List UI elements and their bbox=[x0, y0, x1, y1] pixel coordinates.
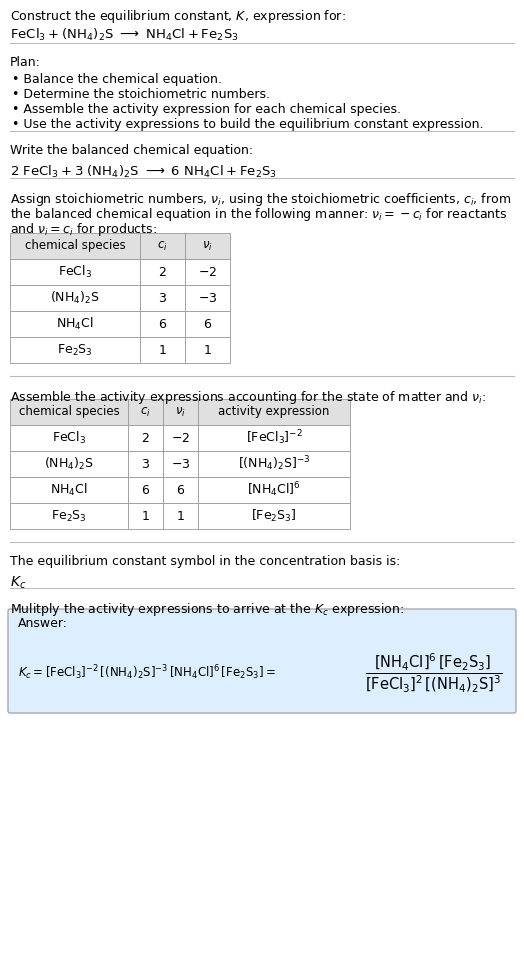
Text: 6: 6 bbox=[203, 317, 212, 331]
Bar bbox=[140, 259, 185, 285]
Text: $\mathrm{FeCl_3}$: $\mathrm{FeCl_3}$ bbox=[58, 264, 92, 280]
Text: $c_i$: $c_i$ bbox=[157, 240, 168, 252]
Bar bbox=[10, 233, 140, 259]
Bar bbox=[198, 399, 350, 425]
Bar bbox=[10, 503, 128, 529]
Text: 3: 3 bbox=[141, 457, 149, 471]
Text: $\mathrm{2\ FeCl_3 + 3\ (NH_4)_2S\ \longrightarrow\ 6\ NH_4Cl + Fe_2S_3}$: $\mathrm{2\ FeCl_3 + 3\ (NH_4)_2S\ \long… bbox=[10, 164, 277, 180]
Bar bbox=[163, 451, 198, 477]
Text: $\mathrm{NH_4Cl}$: $\mathrm{NH_4Cl}$ bbox=[50, 482, 88, 498]
Bar bbox=[140, 233, 185, 259]
Bar bbox=[128, 477, 163, 503]
Text: and $\nu_i = c_i$ for products:: and $\nu_i = c_i$ for products: bbox=[10, 221, 157, 238]
Text: $\nu_i$: $\nu_i$ bbox=[202, 240, 213, 252]
Bar bbox=[10, 399, 128, 425]
Text: $\mathrm{NH_4Cl}$: $\mathrm{NH_4Cl}$ bbox=[56, 316, 94, 332]
Bar bbox=[198, 503, 350, 529]
Text: $\mathrm{(NH_4)_2S}$: $\mathrm{(NH_4)_2S}$ bbox=[44, 456, 94, 472]
Text: Assemble the activity expressions accounting for the state of matter and $\nu_i$: Assemble the activity expressions accoun… bbox=[10, 389, 486, 406]
Text: 1: 1 bbox=[203, 343, 212, 357]
FancyBboxPatch shape bbox=[8, 609, 516, 713]
Text: 3: 3 bbox=[159, 292, 167, 305]
Text: $\mathrm{Fe_2S_3}$: $\mathrm{Fe_2S_3}$ bbox=[57, 342, 93, 358]
Bar bbox=[10, 311, 140, 337]
Text: $[\mathrm{FeCl_3}]^{-2}$: $[\mathrm{FeCl_3}]^{-2}$ bbox=[246, 429, 302, 447]
Bar bbox=[198, 477, 350, 503]
Bar bbox=[128, 425, 163, 451]
Bar bbox=[10, 477, 128, 503]
Text: The equilibrium constant symbol in the concentration basis is:: The equilibrium constant symbol in the c… bbox=[10, 555, 400, 568]
Text: Mulitply the activity expressions to arrive at the $K_c$ expression:: Mulitply the activity expressions to arr… bbox=[10, 601, 405, 618]
Text: chemical species: chemical species bbox=[19, 406, 119, 418]
Text: $[\mathrm{Fe_2S_3}]$: $[\mathrm{Fe_2S_3}]$ bbox=[251, 508, 297, 524]
Text: Assign stoichiometric numbers, $\nu_i$, using the stoichiometric coefficients, $: Assign stoichiometric numbers, $\nu_i$, … bbox=[10, 191, 511, 208]
Bar bbox=[185, 337, 230, 363]
Text: Answer:: Answer: bbox=[18, 617, 68, 630]
Text: Construct the equilibrium constant, $K$, expression for:: Construct the equilibrium constant, $K$,… bbox=[10, 8, 346, 25]
Text: the balanced chemical equation in the following manner: $\nu_i = -c_i$ for react: the balanced chemical equation in the fo… bbox=[10, 206, 507, 223]
Bar bbox=[185, 311, 230, 337]
Text: 6: 6 bbox=[159, 317, 167, 331]
Text: $K_c = [\mathrm{FeCl_3}]^{-2}\,[(\mathrm{NH_4})_2\mathrm{S}]^{-3}\,[\mathrm{NH_4: $K_c = [\mathrm{FeCl_3}]^{-2}\,[(\mathrm… bbox=[18, 664, 276, 683]
Text: $-3$: $-3$ bbox=[171, 457, 190, 471]
Text: $-3$: $-3$ bbox=[198, 292, 217, 305]
Text: 2: 2 bbox=[159, 266, 167, 278]
Text: $\mathrm{FeCl_3 + (NH_4)_2S\ \longrightarrow\ NH_4Cl + Fe_2S_3}$: $\mathrm{FeCl_3 + (NH_4)_2S\ \longrighta… bbox=[10, 27, 239, 43]
Bar bbox=[10, 285, 140, 311]
Bar bbox=[163, 425, 198, 451]
Bar bbox=[185, 259, 230, 285]
Bar bbox=[128, 399, 163, 425]
Bar bbox=[163, 477, 198, 503]
Text: 2: 2 bbox=[141, 432, 149, 445]
Text: Plan:: Plan: bbox=[10, 56, 41, 69]
Text: • Determine the stoichiometric numbers.: • Determine the stoichiometric numbers. bbox=[12, 88, 270, 101]
Text: $[(\mathrm{NH_4})_2\mathrm{S}]^{-3}$: $[(\mathrm{NH_4})_2\mathrm{S}]^{-3}$ bbox=[238, 455, 310, 474]
Bar bbox=[140, 337, 185, 363]
Bar bbox=[185, 233, 230, 259]
Bar bbox=[163, 503, 198, 529]
Bar bbox=[140, 311, 185, 337]
Bar bbox=[185, 285, 230, 311]
Text: Write the balanced chemical equation:: Write the balanced chemical equation: bbox=[10, 144, 253, 157]
Text: $\mathrm{Fe_2S_3}$: $\mathrm{Fe_2S_3}$ bbox=[51, 508, 87, 524]
Text: $c_i$: $c_i$ bbox=[140, 406, 151, 418]
Bar bbox=[128, 451, 163, 477]
Text: $\mathrm{FeCl_3}$: $\mathrm{FeCl_3}$ bbox=[52, 430, 86, 446]
Text: • Assemble the activity expression for each chemical species.: • Assemble the activity expression for e… bbox=[12, 103, 401, 116]
Text: chemical species: chemical species bbox=[25, 240, 125, 252]
Text: $[\mathrm{NH_4Cl}]^6$: $[\mathrm{NH_4Cl}]^6$ bbox=[247, 480, 301, 500]
Bar bbox=[198, 451, 350, 477]
Text: $-2$: $-2$ bbox=[198, 266, 217, 278]
Text: $\dfrac{[\mathrm{NH_4Cl}]^6\,[\mathrm{Fe_2S_3}]}{[\mathrm{FeCl_3}]^2\,[(\mathrm{: $\dfrac{[\mathrm{NH_4Cl}]^6\,[\mathrm{Fe… bbox=[365, 651, 502, 694]
Text: $-2$: $-2$ bbox=[171, 432, 190, 445]
Bar bbox=[140, 285, 185, 311]
Text: 6: 6 bbox=[177, 483, 184, 497]
Text: 1: 1 bbox=[159, 343, 167, 357]
Text: 1: 1 bbox=[141, 509, 149, 523]
Text: • Balance the chemical equation.: • Balance the chemical equation. bbox=[12, 73, 222, 86]
Bar bbox=[198, 425, 350, 451]
Bar bbox=[10, 337, 140, 363]
Text: activity expression: activity expression bbox=[219, 406, 330, 418]
Text: • Use the activity expressions to build the equilibrium constant expression.: • Use the activity expressions to build … bbox=[12, 118, 484, 131]
Text: 1: 1 bbox=[177, 509, 184, 523]
Text: $\nu_i$: $\nu_i$ bbox=[175, 406, 186, 418]
Bar bbox=[10, 259, 140, 285]
Bar bbox=[10, 425, 128, 451]
Text: $\mathrm{(NH_4)_2S}$: $\mathrm{(NH_4)_2S}$ bbox=[50, 290, 100, 306]
Bar bbox=[163, 399, 198, 425]
Bar bbox=[128, 503, 163, 529]
Text: $K_c$: $K_c$ bbox=[10, 575, 26, 592]
Text: 6: 6 bbox=[141, 483, 149, 497]
Bar bbox=[10, 451, 128, 477]
